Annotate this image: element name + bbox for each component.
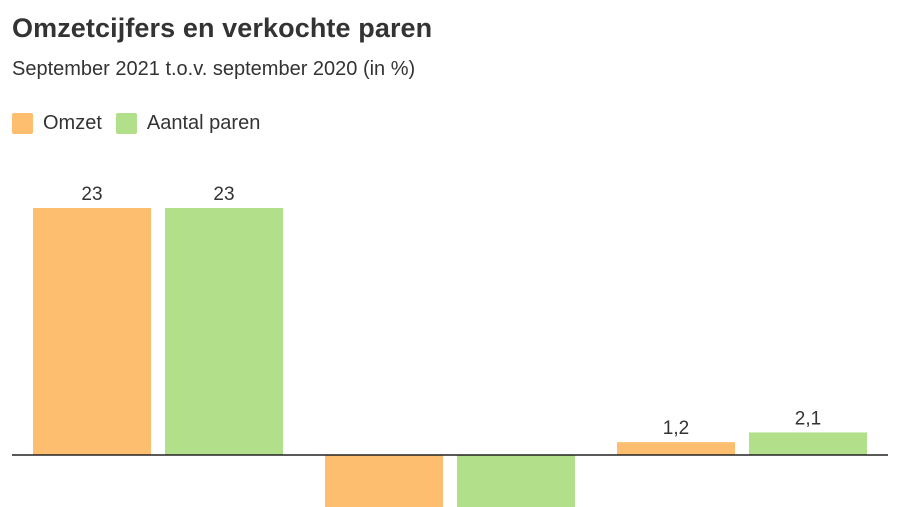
legend-item-aantal-paren: Aantal paren bbox=[115, 112, 261, 135]
bar-omzet-3 bbox=[617, 442, 735, 455]
data-label-omzet-1: 23 bbox=[81, 184, 102, 205]
bar-aantal-paren-2 bbox=[457, 455, 575, 507]
bar-omzet-2 bbox=[325, 455, 443, 507]
chart-title: Omzetcijfers en verkochte paren bbox=[12, 13, 433, 43]
data-label-aantal-paren-3: 2,1 bbox=[795, 408, 821, 429]
data-label-omzet-3: 1,2 bbox=[663, 418, 689, 439]
bar-omzet-1 bbox=[33, 208, 151, 455]
legend: Omzet Aantal paren bbox=[12, 112, 274, 135]
chart-subtitle: September 2021 t.o.v. september 2020 (in… bbox=[12, 58, 416, 80]
legend-label-aantal-paren: Aantal paren bbox=[146, 112, 261, 134]
bar-aantal-paren-1 bbox=[165, 208, 283, 455]
legend-item-omzet: Omzet bbox=[12, 112, 102, 135]
bar-aantal-paren-3 bbox=[749, 432, 867, 455]
legend-swatch-omzet bbox=[12, 113, 33, 134]
legend-label-omzet: Omzet bbox=[43, 112, 102, 134]
data-label-aantal-paren-1: 23 bbox=[213, 184, 234, 205]
legend-swatch-aantal-paren bbox=[115, 113, 137, 134]
